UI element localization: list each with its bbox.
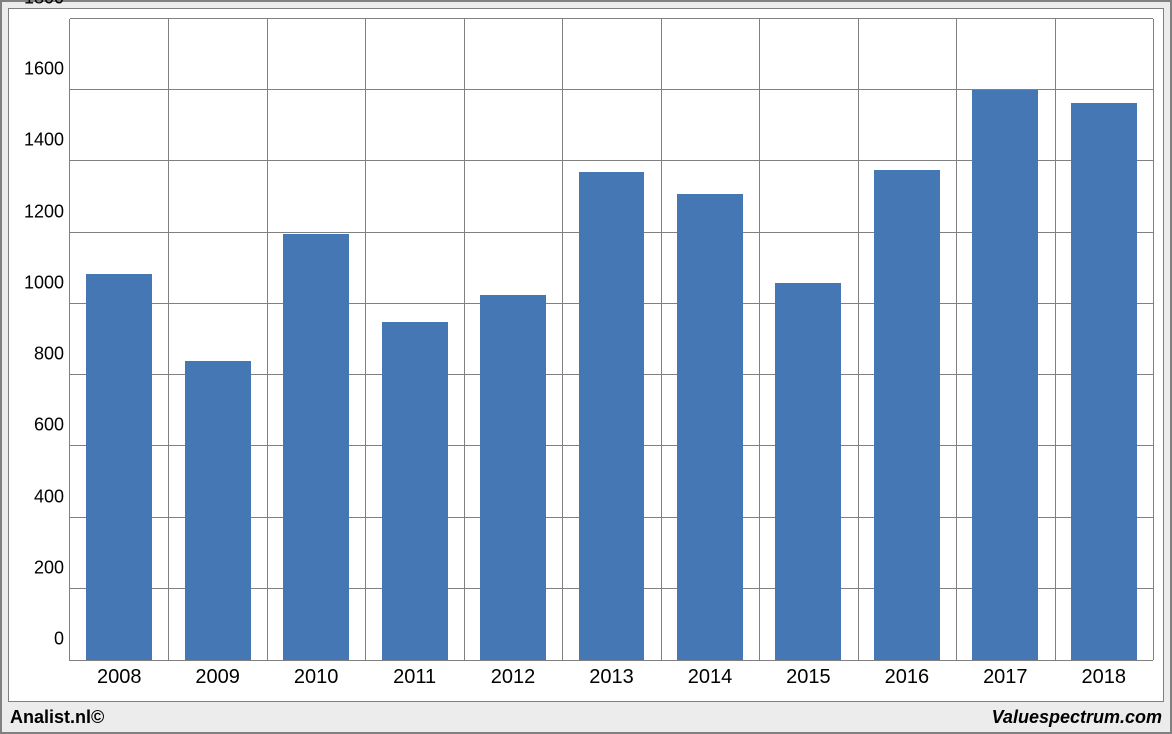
x-tick-label: 2012 xyxy=(491,666,536,689)
x-tick-label: 2010 xyxy=(294,666,339,689)
bar xyxy=(972,90,1038,660)
gridline-vertical xyxy=(759,19,760,660)
x-tick-label: 2014 xyxy=(688,666,733,689)
x-tick-label: 2015 xyxy=(786,666,831,689)
bar xyxy=(1071,103,1137,660)
x-tick-label: 2009 xyxy=(195,666,240,689)
y-tick-label: 1000 xyxy=(24,272,64,293)
bar xyxy=(775,283,841,660)
y-tick-label: 400 xyxy=(34,486,64,507)
bar xyxy=(382,322,448,660)
x-tick-label: 2008 xyxy=(97,666,142,689)
bar xyxy=(86,274,152,660)
bar xyxy=(185,361,251,660)
plot-outer: 0200400600800100012001400160018002008200… xyxy=(8,8,1164,702)
gridline-vertical xyxy=(661,19,662,660)
y-tick-label: 1200 xyxy=(24,201,64,222)
y-tick-label: 1800 xyxy=(24,0,64,9)
bar xyxy=(874,170,940,660)
gridline-vertical xyxy=(267,19,268,660)
plot-right-border xyxy=(1153,19,1154,660)
y-tick-label: 600 xyxy=(34,415,64,436)
gridline-vertical xyxy=(168,19,169,660)
footer-left-text: Analist.nl© xyxy=(10,707,104,728)
x-tick-label: 2016 xyxy=(885,666,930,689)
y-tick-label: 1600 xyxy=(24,59,64,80)
gridline-vertical xyxy=(956,19,957,660)
bar xyxy=(579,172,645,660)
gridline-horizontal xyxy=(70,18,1153,19)
gridline-vertical xyxy=(464,19,465,660)
gridline-vertical xyxy=(858,19,859,660)
chart-frame: 0 200 400 600 800 1000 1200 1400 1600 1800 2008 200… xyxy=(0,0,1172,734)
gridline-vertical xyxy=(365,19,366,660)
y-tick-label: 1400 xyxy=(24,130,64,151)
y-tick-label: 800 xyxy=(34,344,64,365)
footer-right-text: Valuespectrum.com xyxy=(992,707,1162,728)
x-tick-label: 2011 xyxy=(393,666,436,689)
bar xyxy=(283,234,349,660)
x-tick-label: 2013 xyxy=(589,666,634,689)
bar xyxy=(677,194,743,661)
plot-area: 0200400600800100012001400160018002008200… xyxy=(69,19,1153,661)
gridline-vertical xyxy=(1055,19,1056,660)
y-tick-label: 200 xyxy=(34,557,64,578)
x-tick-label: 2017 xyxy=(983,666,1028,689)
x-tick-label: 2018 xyxy=(1082,666,1127,689)
bar xyxy=(480,295,546,660)
gridline-vertical xyxy=(562,19,563,660)
y-tick-label: 0 xyxy=(54,629,64,650)
